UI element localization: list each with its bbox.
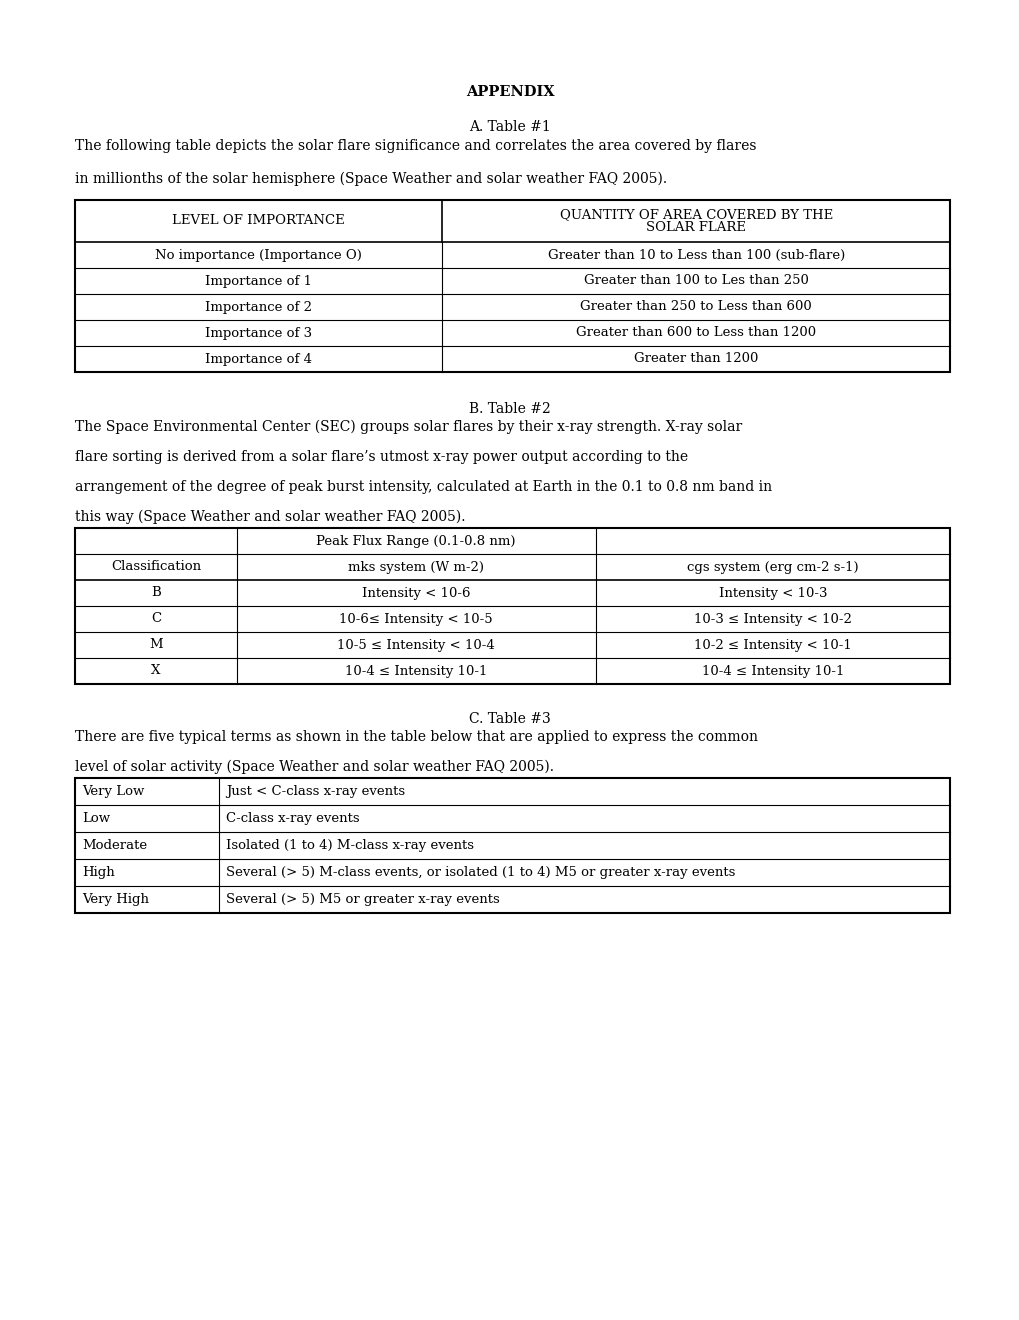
- Text: The Space Environmental Center (SEC) groups solar flares by their x-ray strength: The Space Environmental Center (SEC) gro…: [75, 420, 742, 434]
- Text: Intensity < 10-6: Intensity < 10-6: [362, 586, 470, 599]
- Text: Greater than 600 to Less than 1200: Greater than 600 to Less than 1200: [576, 326, 815, 339]
- Text: flare sorting is derived from a solar flare’s utmost x-ray power output accordin: flare sorting is derived from a solar fl…: [75, 450, 688, 465]
- Text: C: C: [151, 612, 161, 626]
- Text: Importance of 4: Importance of 4: [205, 352, 312, 366]
- Text: this way (Space Weather and solar weather FAQ 2005).: this way (Space Weather and solar weathe…: [75, 510, 465, 524]
- Text: Importance of 1: Importance of 1: [205, 275, 312, 288]
- Text: C. Table #3: C. Table #3: [469, 711, 550, 726]
- Text: The following table depicts the solar flare significance and correlates the area: The following table depicts the solar fl…: [75, 139, 756, 153]
- Text: M: M: [149, 639, 163, 652]
- Text: X: X: [151, 664, 160, 677]
- Text: arrangement of the degree of peak burst intensity, calculated at Earth in the 0.: arrangement of the degree of peak burst …: [75, 480, 771, 494]
- Text: High: High: [82, 866, 114, 879]
- Text: SOLAR FLARE: SOLAR FLARE: [646, 222, 746, 234]
- Text: APPENDIX: APPENDIX: [466, 84, 553, 99]
- Text: 10-3 ≤ Intensity < 10-2: 10-3 ≤ Intensity < 10-2: [693, 612, 851, 626]
- Text: B: B: [151, 586, 161, 599]
- Text: Classification: Classification: [111, 561, 201, 573]
- Text: Very High: Very High: [82, 894, 149, 906]
- Text: 10-4 ≤ Intensity 10-1: 10-4 ≤ Intensity 10-1: [344, 664, 487, 677]
- Text: 10-4 ≤ Intensity 10-1: 10-4 ≤ Intensity 10-1: [701, 664, 843, 677]
- Text: Several (> 5) M-class events, or isolated (1 to 4) M5 or greater x-ray events: Several (> 5) M-class events, or isolate…: [226, 866, 735, 879]
- Text: Low: Low: [82, 812, 110, 825]
- Text: Greater than 100 to Les than 250: Greater than 100 to Les than 250: [583, 275, 808, 288]
- Text: C-class x-ray events: C-class x-ray events: [226, 812, 360, 825]
- Text: Just < C-class x-ray events: Just < C-class x-ray events: [226, 785, 406, 799]
- Text: Greater than 1200: Greater than 1200: [634, 352, 758, 366]
- Bar: [75, 528, 949, 684]
- Text: Isolated (1 to 4) M-class x-ray events: Isolated (1 to 4) M-class x-ray events: [226, 840, 474, 851]
- Text: LEVEL OF IMPORTANCE: LEVEL OF IMPORTANCE: [172, 214, 344, 227]
- Text: Importance of 3: Importance of 3: [205, 326, 312, 339]
- Text: Importance of 2: Importance of 2: [205, 301, 312, 314]
- Text: 10-2 ≤ Intensity < 10-1: 10-2 ≤ Intensity < 10-1: [693, 639, 851, 652]
- Text: Several (> 5) M5 or greater x-ray events: Several (> 5) M5 or greater x-ray events: [226, 894, 499, 906]
- Text: Greater than 250 to Less than 600: Greater than 250 to Less than 600: [580, 301, 811, 314]
- Text: B. Table #2: B. Table #2: [469, 403, 550, 416]
- Bar: [75, 777, 949, 913]
- Text: No importance (Importance O): No importance (Importance O): [155, 248, 362, 261]
- Text: Peak Flux Range (0.1-0.8 nm): Peak Flux Range (0.1-0.8 nm): [316, 535, 516, 548]
- Text: Moderate: Moderate: [82, 840, 147, 851]
- Text: Greater than 10 to Less than 100 (sub-flare): Greater than 10 to Less than 100 (sub-fl…: [547, 248, 844, 261]
- Text: A. Table #1: A. Table #1: [469, 120, 550, 135]
- Text: mks system (W m-2): mks system (W m-2): [347, 561, 484, 573]
- Text: QUANTITY OF AREA COVERED BY THE: QUANTITY OF AREA COVERED BY THE: [559, 207, 833, 220]
- Text: 10-5 ≤ Intensity < 10-4: 10-5 ≤ Intensity < 10-4: [337, 639, 494, 652]
- Text: in millionths of the solar hemisphere (Space Weather and solar weather FAQ 2005): in millionths of the solar hemisphere (S…: [75, 172, 666, 186]
- Text: 10-6≤ Intensity < 10-5: 10-6≤ Intensity < 10-5: [339, 612, 492, 626]
- Text: Intensity < 10-3: Intensity < 10-3: [717, 586, 826, 599]
- Text: level of solar activity (Space Weather and solar weather FAQ 2005).: level of solar activity (Space Weather a…: [75, 760, 553, 775]
- Text: Very Low: Very Low: [82, 785, 145, 799]
- Text: There are five typical terms as shown in the table below that are applied to exp: There are five typical terms as shown in…: [75, 730, 757, 744]
- Text: cgs system (erg cm-2 s-1): cgs system (erg cm-2 s-1): [687, 561, 858, 573]
- Bar: [75, 201, 949, 372]
